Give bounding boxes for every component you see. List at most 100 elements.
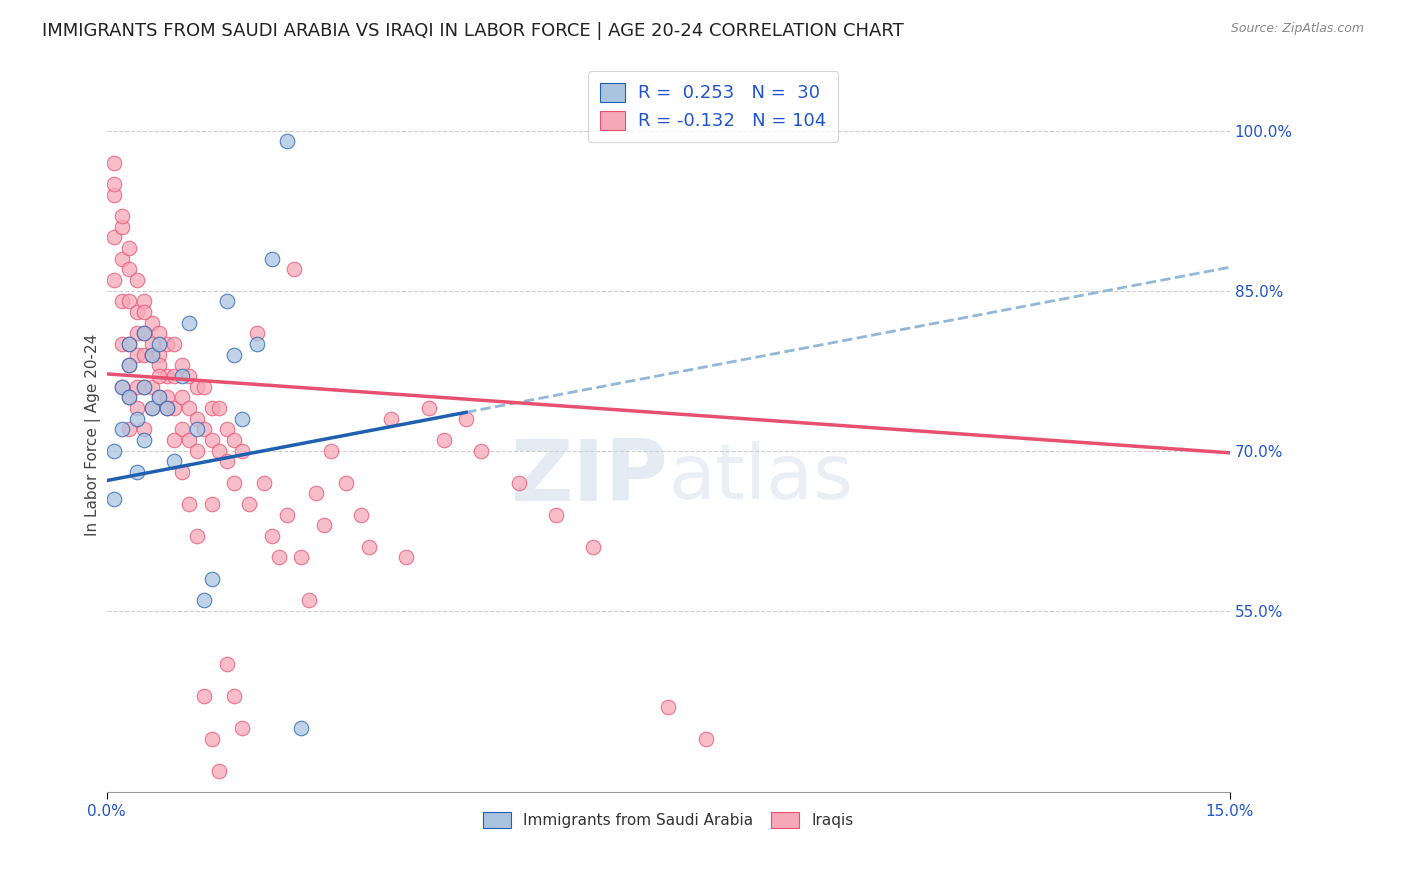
Point	[305, 486, 328, 500]
Point	[201, 401, 224, 415]
Point	[298, 593, 321, 607]
Point	[103, 491, 125, 506]
Text: ZIP: ZIP	[510, 436, 668, 519]
Point	[193, 422, 215, 436]
Point	[215, 657, 238, 671]
Point	[163, 337, 186, 351]
Point	[193, 689, 215, 703]
Point	[125, 273, 148, 287]
Point	[380, 411, 402, 425]
Point	[125, 326, 148, 341]
Point	[335, 475, 357, 490]
Point	[111, 209, 134, 223]
Point	[118, 262, 141, 277]
Point	[215, 422, 238, 436]
Point	[201, 731, 224, 746]
Point	[253, 475, 276, 490]
Point	[170, 369, 193, 384]
Point	[141, 348, 163, 362]
Point	[544, 508, 567, 522]
Point	[276, 135, 298, 149]
Point	[118, 241, 141, 255]
Point	[224, 689, 246, 703]
Point	[312, 518, 335, 533]
Point	[208, 764, 231, 778]
Point	[170, 422, 193, 436]
Legend: Immigrants from Saudi Arabia, Iraqis: Immigrants from Saudi Arabia, Iraqis	[477, 806, 859, 834]
Point	[118, 294, 141, 309]
Point	[695, 731, 717, 746]
Point	[201, 572, 224, 586]
Point	[179, 497, 201, 511]
Point	[215, 294, 238, 309]
Point	[156, 401, 179, 415]
Point	[224, 475, 246, 490]
Point	[156, 369, 179, 384]
Point	[231, 443, 253, 458]
Point	[433, 433, 456, 447]
Point	[186, 380, 208, 394]
Point	[208, 443, 231, 458]
Point	[111, 252, 134, 266]
Point	[134, 326, 156, 341]
Point	[186, 529, 208, 543]
Point	[118, 390, 141, 404]
Text: Source: ZipAtlas.com: Source: ZipAtlas.com	[1230, 22, 1364, 36]
Point	[267, 550, 290, 565]
Point	[125, 401, 148, 415]
Point	[170, 359, 193, 373]
Point	[456, 411, 478, 425]
Point	[418, 401, 440, 415]
Point	[238, 497, 260, 511]
Point	[260, 252, 283, 266]
Point	[508, 475, 530, 490]
Point	[245, 326, 267, 341]
Point	[276, 508, 298, 522]
Point	[170, 465, 193, 479]
Point	[170, 390, 193, 404]
Point	[231, 721, 253, 735]
Point	[118, 359, 141, 373]
Point	[118, 337, 141, 351]
Point	[141, 380, 163, 394]
Point	[156, 390, 179, 404]
Point	[103, 155, 125, 169]
Point	[163, 433, 186, 447]
Point	[134, 433, 156, 447]
Point	[141, 337, 163, 351]
Point	[179, 369, 201, 384]
Point	[148, 326, 170, 341]
Point	[134, 380, 156, 394]
Point	[118, 337, 141, 351]
Point	[111, 219, 134, 234]
Point	[134, 422, 156, 436]
Point	[186, 443, 208, 458]
Point	[321, 443, 343, 458]
Point	[260, 529, 283, 543]
Point	[125, 380, 148, 394]
Point	[134, 305, 156, 319]
Point	[186, 422, 208, 436]
Point	[125, 348, 148, 362]
Point	[148, 390, 170, 404]
Point	[111, 380, 134, 394]
Text: atlas: atlas	[668, 441, 853, 515]
Point	[103, 443, 125, 458]
Point	[290, 721, 312, 735]
Point	[201, 433, 224, 447]
Point	[111, 294, 134, 309]
Point	[103, 273, 125, 287]
Point	[186, 411, 208, 425]
Point	[125, 465, 148, 479]
Point	[657, 699, 679, 714]
Point	[111, 422, 134, 436]
Point	[179, 401, 201, 415]
Point	[163, 454, 186, 468]
Point	[283, 262, 305, 277]
Point	[148, 348, 170, 362]
Point	[148, 390, 170, 404]
Point	[111, 337, 134, 351]
Point	[156, 401, 179, 415]
Point	[125, 411, 148, 425]
Point	[118, 359, 141, 373]
